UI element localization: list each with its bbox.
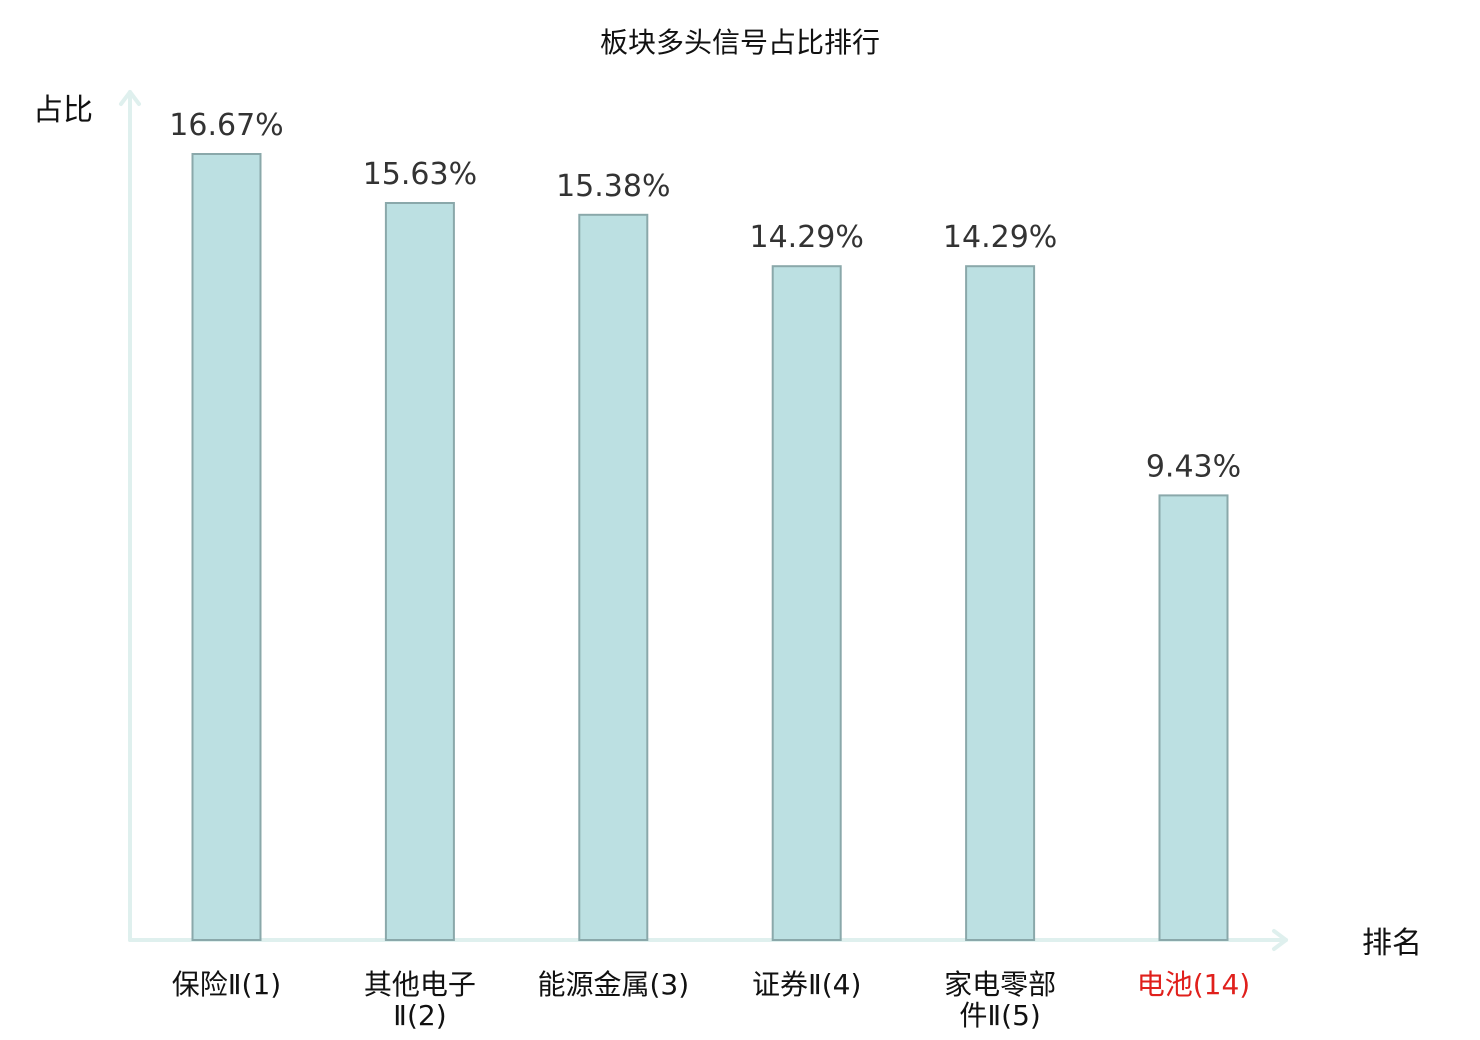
category-label-line: 保险Ⅱ(1) — [172, 968, 281, 1001]
bar-value-label: 14.29% — [943, 220, 1057, 255]
category-label: 其他电子 Ⅱ(2) — [364, 968, 476, 1032]
category-label-line: 电池(14) — [1137, 968, 1250, 1001]
category-label-line: 证券Ⅱ(4) — [752, 968, 861, 1001]
bar — [1158, 494, 1229, 941]
category-label: 电池(14) — [1137, 968, 1250, 1001]
bar — [384, 202, 455, 941]
category-label: 保险Ⅱ(1) — [172, 968, 281, 1001]
bar — [191, 153, 262, 941]
bar-value-label: 15.63% — [363, 157, 477, 192]
category-label-line: 件Ⅱ(5) — [959, 999, 1040, 1032]
category-label-line: 其他电子 — [364, 968, 476, 1001]
bar-value-label: 16.67% — [169, 108, 283, 143]
value-labels-layer: 16.67% 15.63% 15.38% 14.29% 14.29% 9.43% — [169, 108, 1241, 484]
y-axis-arrow — [119, 90, 141, 106]
category-label-line: Ⅱ(2) — [393, 999, 446, 1032]
bar — [578, 213, 649, 942]
bars-layer — [191, 153, 1229, 942]
category-labels-layer: 保险Ⅱ(1) 其他电子 Ⅱ(2) 能源金属(3) 证券Ⅱ(4) 家电零部件Ⅱ(5) 电池(1… — [172, 968, 1250, 1032]
category-label: 家电零部件Ⅱ(5) — [944, 968, 1056, 1032]
chart-title: 板块多头信号占比排行 — [600, 26, 880, 59]
x-axis-arrow — [1272, 929, 1288, 951]
axes — [119, 90, 1288, 951]
bar-value-label: 14.29% — [750, 220, 864, 255]
x-axis-label: 排名 — [1362, 926, 1422, 961]
bar-value-label: 15.38% — [556, 169, 670, 204]
category-label: 证券Ⅱ(4) — [752, 968, 861, 1001]
category-label-line: 家电零部 — [944, 968, 1056, 1001]
category-label: 能源金属(3) — [537, 968, 689, 1001]
y-axis-label: 占比 — [33, 93, 93, 128]
bar — [965, 265, 1036, 941]
bar — [771, 265, 842, 941]
bar-value-label: 9.43% — [1146, 449, 1241, 484]
category-label-line: 能源金属(3) — [537, 968, 689, 1001]
